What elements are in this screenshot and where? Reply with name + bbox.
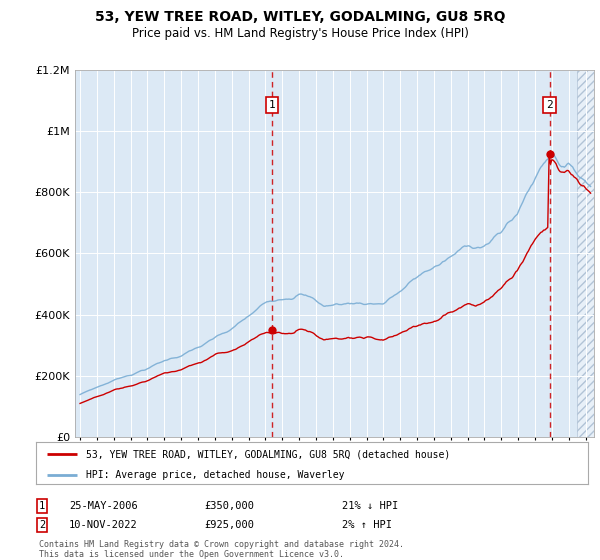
Bar xyxy=(577,70,600,437)
Text: £350,000: £350,000 xyxy=(204,501,254,511)
Text: This data is licensed under the Open Government Licence v3.0.: This data is licensed under the Open Gov… xyxy=(39,550,344,559)
Text: 2: 2 xyxy=(39,520,45,530)
Text: 53, YEW TREE ROAD, WITLEY, GODALMING, GU8 5RQ: 53, YEW TREE ROAD, WITLEY, GODALMING, GU… xyxy=(95,10,505,24)
Text: £925,000: £925,000 xyxy=(204,520,254,530)
Text: Contains HM Land Registry data © Crown copyright and database right 2024.: Contains HM Land Registry data © Crown c… xyxy=(39,540,404,549)
Text: 2: 2 xyxy=(546,100,553,110)
Text: 10-NOV-2022: 10-NOV-2022 xyxy=(69,520,138,530)
Text: 2% ↑ HPI: 2% ↑ HPI xyxy=(342,520,392,530)
Text: 1: 1 xyxy=(269,100,275,110)
Text: Price paid vs. HM Land Registry's House Price Index (HPI): Price paid vs. HM Land Registry's House … xyxy=(131,27,469,40)
Bar xyxy=(577,70,600,437)
Text: 1: 1 xyxy=(39,501,45,511)
Text: 53, YEW TREE ROAD, WITLEY, GODALMING, GU8 5RQ (detached house): 53, YEW TREE ROAD, WITLEY, GODALMING, GU… xyxy=(86,449,450,459)
Text: HPI: Average price, detached house, Waverley: HPI: Average price, detached house, Wave… xyxy=(86,470,344,480)
Text: 25-MAY-2006: 25-MAY-2006 xyxy=(69,501,138,511)
Text: 21% ↓ HPI: 21% ↓ HPI xyxy=(342,501,398,511)
